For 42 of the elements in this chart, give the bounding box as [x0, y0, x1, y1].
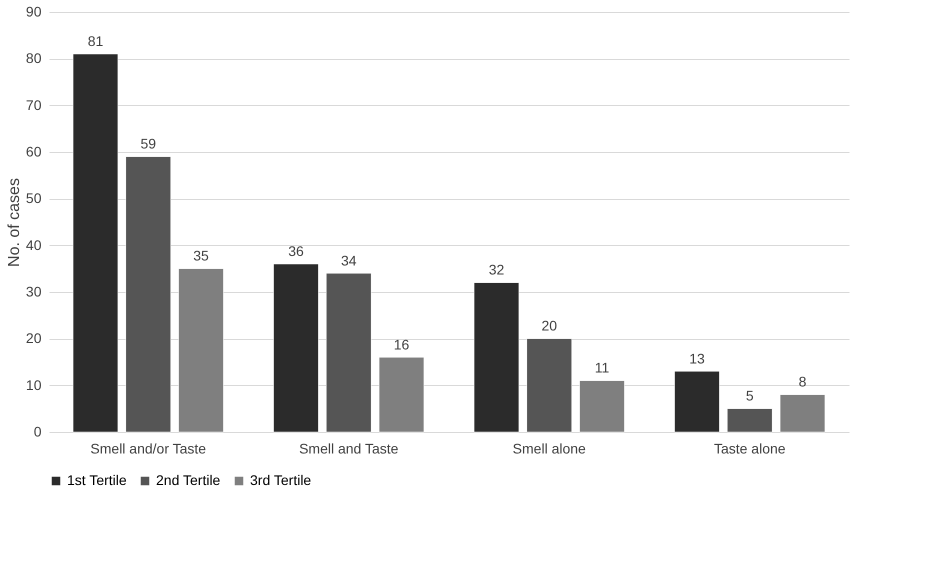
y-axis-title: No. of cases — [6, 178, 23, 267]
bar — [474, 282, 520, 432]
y-tick-label: 60 — [26, 144, 42, 160]
data-label: 13 — [689, 350, 705, 366]
x-tick-label: Smell and Taste — [299, 440, 399, 456]
y-tick-label: 90 — [26, 4, 42, 20]
bar — [579, 380, 625, 432]
y-tick-label: 50 — [26, 190, 42, 206]
data-label: 35 — [193, 248, 210, 264]
bar — [674, 371, 720, 432]
y-tick-label: 20 — [26, 330, 42, 346]
legend-label: 3rd Tertile — [250, 472, 312, 488]
data-label: 20 — [541, 318, 558, 334]
data-label: 36 — [288, 243, 304, 259]
y-tick-label: 30 — [26, 284, 42, 300]
data-label: 8 — [798, 374, 807, 390]
bar — [727, 408, 772, 432]
bar — [126, 156, 171, 432]
data-label: 32 — [488, 262, 504, 278]
data-label: 5 — [746, 388, 754, 404]
x-tick-label: Taste alone — [714, 440, 786, 456]
y-tick-label: 70 — [26, 96, 42, 113]
y-tick-label: 10 — [26, 376, 42, 393]
bar — [326, 273, 372, 432]
bar — [273, 264, 319, 432]
bar — [526, 338, 572, 432]
bar — [378, 357, 424, 432]
bar — [72, 54, 118, 432]
data-label: 11 — [594, 360, 610, 376]
data-label: 81 — [88, 33, 104, 49]
x-tick-label: Smell and/or Taste — [90, 440, 206, 456]
y-tick-label: 0 — [34, 424, 42, 440]
legend-label: 2nd Tertile — [156, 472, 221, 488]
data-label: 16 — [394, 336, 410, 352]
bar — [780, 394, 826, 432]
x-tick-label: Smell alone — [512, 440, 586, 456]
y-tick-label: 40 — [26, 236, 42, 253]
legend-label: 1st Tertile — [67, 472, 127, 488]
data-label: 34 — [340, 252, 357, 268]
data-label: 59 — [140, 136, 156, 152]
bar — [178, 268, 224, 432]
y-tick-label: 80 — [26, 50, 42, 66]
